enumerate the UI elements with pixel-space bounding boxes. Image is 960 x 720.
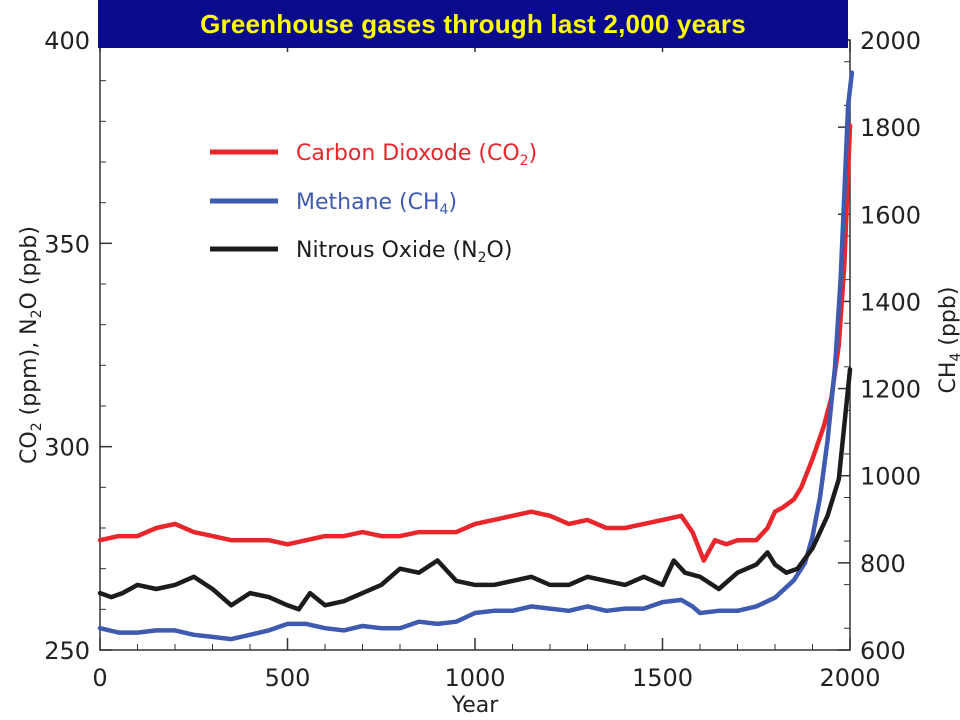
y-left-tick-label: 250 [44, 637, 90, 665]
legend-label-ch4: Methane (CH4) [296, 190, 457, 218]
plot-frame [99, 39, 851, 651]
y-right-tick-label: 2000 [860, 27, 921, 55]
legend-label-n2o: Nitrous Oxide (N2O) [296, 238, 512, 266]
series-line-co2 [97, 123, 853, 563]
y-right-axis-title: CH4 (ppb) [936, 287, 960, 394]
y-right-tick-label: 600 [860, 637, 906, 665]
x-tick-label: 0 [92, 664, 107, 692]
y-right-tick-label: 1600 [860, 201, 921, 229]
x-tick-label: 1000 [444, 664, 505, 692]
y-left-tick-label: 350 [44, 230, 90, 258]
legend-label-co2: Carbon Dioxode (CO2) [296, 141, 537, 169]
y-right-tick-label: 1400 [860, 288, 921, 316]
y-left-tick-label: 300 [44, 434, 90, 462]
y-right-tick-label: 1000 [860, 463, 921, 491]
y-left-axis-title: CO2 (ppm), N2O (ppb) [17, 226, 45, 464]
y-right-tick-label: 1200 [860, 376, 921, 404]
y-left-tick-label: 400 [44, 27, 90, 55]
y-right-tick-label: 800 [860, 550, 906, 578]
x-tick-label: 2000 [819, 664, 880, 692]
chart-title: Greenhouse gases through last 2,000 year… [200, 8, 746, 39]
x-tick-label: 500 [265, 664, 311, 692]
y-right-tick-label: 1800 [860, 114, 921, 142]
series-line-n2o [97, 367, 853, 612]
x-axis-title: Year [451, 693, 500, 718]
x-tick-label: 1500 [632, 664, 693, 692]
title-banner: Greenhouse gases through last 2,000 year… [98, 0, 848, 48]
